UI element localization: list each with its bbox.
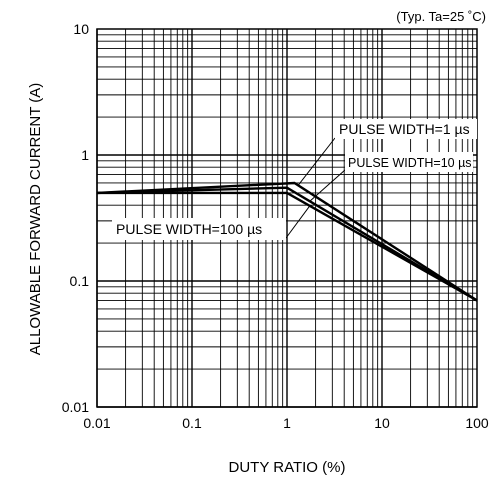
x-tick-label: 0.1 — [182, 415, 202, 431]
x-tick-label: 1 — [283, 415, 291, 431]
series-line-2 — [96, 186, 478, 302]
label-leaders — [285, 137, 346, 239]
series-label-10us: PULSE WIDTH=10 µs — [345, 152, 473, 172]
series-label-1us-text: PULSE WIDTH=1 µs — [339, 121, 470, 137]
series-label-10us-bg — [345, 152, 473, 172]
x-tick-label: 0.01 — [83, 415, 110, 431]
series-label-100us: PULSE WIDTH=100 µs — [112, 218, 286, 240]
y-axis-title: ALLOWABLE FORWARD CURRENT (A) — [27, 83, 44, 356]
plot-frame — [96, 28, 478, 408]
y-tick-label: 0.01 — [62, 399, 89, 415]
note-label: (Typ. Ta=25 ˚C) — [396, 9, 486, 24]
series-label-10us-text: PULSE WIDTH=10 µs — [348, 156, 472, 170]
series-layer — [96, 181, 478, 302]
series-line-3 — [97, 191, 478, 302]
series-line-1 — [96, 181, 478, 302]
tick-labels: 0.01 0.1 1 10 100 0.01 0.1 1 10 — [62, 21, 489, 431]
x-axis-title: DUTY RATIO (%) — [229, 459, 346, 476]
x-tick-label: 100 — [465, 415, 489, 431]
series-label-1us-bg — [335, 119, 477, 139]
y-tick-label: 10 — [73, 21, 89, 37]
y-tick-label: 1 — [81, 147, 89, 163]
x-tick-label: 10 — [374, 415, 390, 431]
leader-line-1 — [297, 137, 336, 186]
series-label-100us-bg — [112, 218, 286, 240]
y-tick-label: 0.1 — [70, 273, 90, 289]
leader-line-3 — [285, 205, 311, 239]
series-label-1us: PULSE WIDTH=1 µs — [335, 119, 477, 139]
leader-line-2 — [309, 169, 346, 202]
series-label-100us-text: PULSE WIDTH=100 µs — [116, 221, 262, 237]
